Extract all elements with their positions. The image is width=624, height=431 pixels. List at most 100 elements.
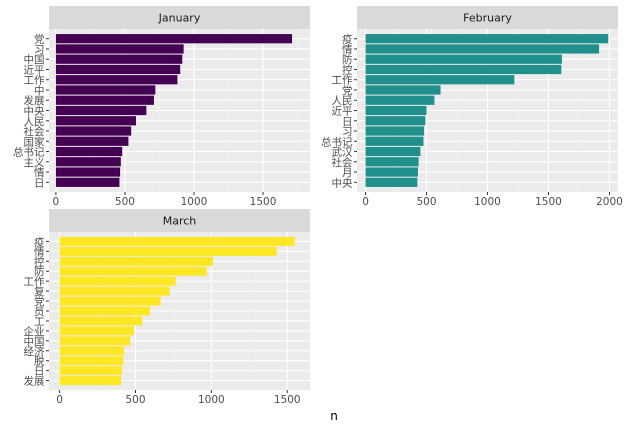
- y-tick-label: 月: [342, 167, 353, 179]
- bar: [365, 85, 441, 95]
- bar: [59, 366, 122, 376]
- bar: [365, 136, 424, 146]
- y-tick-label: 员: [34, 306, 45, 318]
- bar: [59, 286, 170, 296]
- y-tick-label: 社会: [332, 156, 353, 169]
- bar: [59, 376, 122, 386]
- y-tick-label: 党: [34, 295, 45, 308]
- bar: [55, 105, 147, 116]
- y-tick-label: 发展: [24, 94, 45, 107]
- facet-title: February: [463, 12, 512, 25]
- y-tick-label: 控: [34, 255, 45, 268]
- y-tick-label: 近平: [24, 63, 45, 76]
- x-tick-label: 1500: [250, 196, 277, 208]
- bar: [365, 75, 515, 85]
- y-tick-label: 疫: [342, 33, 353, 46]
- y-tick-label: 脱: [34, 355, 45, 368]
- bar: [55, 95, 154, 105]
- y-tick-label: 中: [34, 84, 45, 97]
- facet-strip: [49, 209, 310, 232]
- y-tick-label: 武汉: [332, 146, 353, 159]
- bar: [59, 236, 295, 246]
- bar: [59, 266, 207, 276]
- x-tick-label: 500: [125, 394, 145, 406]
- y-tick-label: 主义: [24, 157, 45, 169]
- bar: [365, 146, 421, 157]
- y-tick-label: 社会: [24, 125, 45, 138]
- facet-strip: [357, 6, 618, 29]
- y-tick-label: 复: [34, 285, 45, 298]
- y-tick-label: 控: [342, 63, 353, 76]
- bar: [365, 95, 435, 105]
- bar: [365, 34, 609, 44]
- x-tick-label: 1000: [474, 196, 501, 208]
- y-tick-label: 日: [34, 366, 45, 378]
- bar: [55, 75, 178, 85]
- bar: [59, 316, 143, 326]
- bar: [59, 336, 131, 346]
- y-tick-label: 党: [342, 84, 353, 97]
- bar: [55, 85, 156, 95]
- y-tick-label: 人民: [332, 95, 353, 107]
- bar: [55, 126, 132, 136]
- bar: [55, 146, 123, 157]
- y-tick-label: 经济: [24, 345, 45, 358]
- y-tick-label: 习: [34, 44, 45, 56]
- facet-strip: [49, 6, 310, 29]
- y-tick-label: 人民: [24, 116, 45, 128]
- y-tick-label: 中央: [332, 176, 353, 189]
- y-tick-label: 情: [34, 166, 45, 179]
- bar: [365, 157, 419, 167]
- x-tick-label: 0: [362, 196, 369, 208]
- y-tick-label: 日: [34, 177, 45, 189]
- y-tick-label: 工作: [24, 75, 45, 87]
- y-tick-label: 日: [342, 116, 353, 128]
- bar: [59, 356, 124, 366]
- bar: [55, 44, 184, 54]
- x-tick-label: 1500: [535, 196, 562, 208]
- bar: [55, 64, 181, 75]
- bar: [365, 105, 427, 116]
- y-tick-label: 国家: [24, 135, 45, 148]
- y-tick-label: 习: [342, 126, 353, 138]
- x-tick-label: 1000: [181, 196, 208, 208]
- bar: [365, 64, 562, 75]
- bar: [55, 167, 121, 177]
- facet-title: January: [158, 12, 201, 25]
- y-tick-label: 防: [342, 53, 353, 66]
- bar: [55, 157, 121, 167]
- x-tick-label: 0: [56, 394, 63, 406]
- y-tick-label: 情: [342, 43, 353, 56]
- y-tick-label: 工作: [332, 75, 353, 87]
- bar: [59, 246, 277, 256]
- bar: [365, 167, 418, 177]
- bar: [55, 136, 129, 146]
- bar: [59, 296, 161, 306]
- facet-title: March: [163, 215, 197, 228]
- x-axis-title: n: [330, 409, 338, 423]
- y-tick-label: 近平: [332, 105, 353, 118]
- y-tick-label: 中央: [24, 105, 45, 118]
- bar: [365, 177, 418, 187]
- y-tick-label: 企业: [24, 325, 45, 338]
- y-tick-label: 防: [34, 265, 45, 278]
- bar: [55, 177, 120, 187]
- bar: [365, 126, 425, 136]
- bar: [365, 116, 426, 126]
- bar: [365, 54, 562, 64]
- x-tick-label: 0: [53, 196, 60, 208]
- y-tick-label: 工作: [24, 276, 45, 288]
- bar: [365, 44, 600, 54]
- bar: [59, 306, 150, 316]
- y-tick-label: 党: [34, 33, 45, 46]
- bar: [59, 346, 125, 356]
- y-tick-label: 疫: [34, 235, 45, 248]
- y-tick-label: 中国: [24, 335, 45, 348]
- bar: [59, 276, 176, 286]
- y-tick-label: 总书记: [13, 146, 45, 159]
- y-tick-label: 中国: [24, 53, 45, 66]
